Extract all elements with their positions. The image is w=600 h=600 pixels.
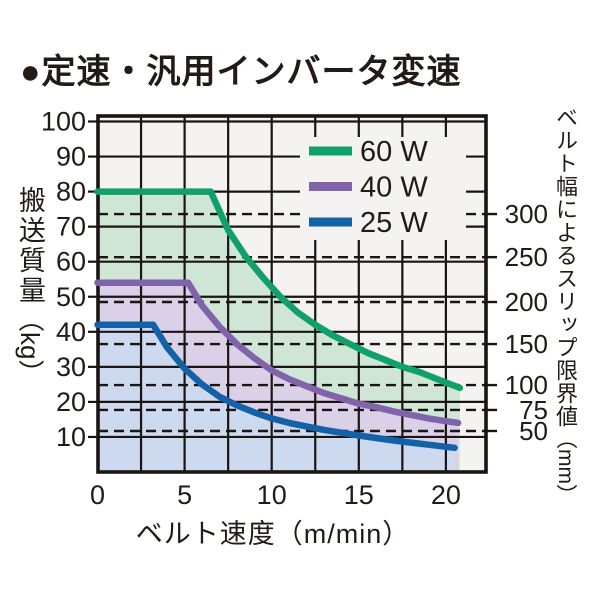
x-tick-label: 10 (257, 480, 287, 510)
y-tick-label: 70 (56, 212, 86, 242)
slip-limit-label: 150 (505, 329, 548, 359)
y-tick-label: 20 (56, 387, 86, 417)
series-line-40W (94, 279, 462, 427)
x-tick-label: 5 (177, 480, 192, 510)
chart-title: ●定速・汎用インバータ変速 (20, 53, 462, 91)
series-line-25W (94, 321, 458, 452)
y-tick-label: 10 (56, 422, 86, 452)
y-axis-label-right: ベルト幅によるスリップ限界値（mm） (553, 106, 578, 505)
legend-label: 40 W (360, 172, 428, 204)
y-tick-label: 90 (56, 142, 86, 172)
y-tick-label: 60 (56, 247, 86, 277)
y-tick-label: 80 (56, 177, 86, 207)
x-tick-label: 0 (90, 480, 105, 510)
y-tick-label: 40 (56, 317, 86, 347)
y-axis-label-left-unit: （kg） (15, 306, 45, 386)
series-area-25W (97, 324, 455, 472)
plot-border (96, 114, 488, 474)
slip-limit-label: 300 (505, 199, 548, 229)
slip-limit-label: 200 (505, 287, 548, 317)
legend-label: 60 W (360, 136, 428, 168)
legend-label: 25 W (360, 207, 428, 239)
x-tick-label: 20 (431, 480, 461, 510)
y-tick-label: 30 (56, 352, 86, 382)
y-tick-label: 50 (56, 282, 86, 312)
slip-limit-label: 50 (519, 416, 548, 446)
y-tick-label: 100 (41, 107, 86, 137)
x-tick-label: 15 (344, 480, 374, 510)
slip-limit-label: 250 (505, 242, 548, 272)
y-axis-label-right-unit: （mm） (554, 428, 577, 505)
y-axis-label-left: 搬送質量（kg） (15, 186, 45, 386)
slip-limit-label: 75 (519, 395, 548, 425)
x-axis-label: ベルト速度（m/min） (135, 519, 411, 549)
series-line-60W (94, 188, 464, 392)
y-axis-label-right-text: ベルト幅によるスリップ限界値 (553, 106, 578, 428)
slip-limit-label: 100 (505, 370, 548, 400)
y-axis-label-left-text: 搬送質量 (15, 186, 45, 306)
